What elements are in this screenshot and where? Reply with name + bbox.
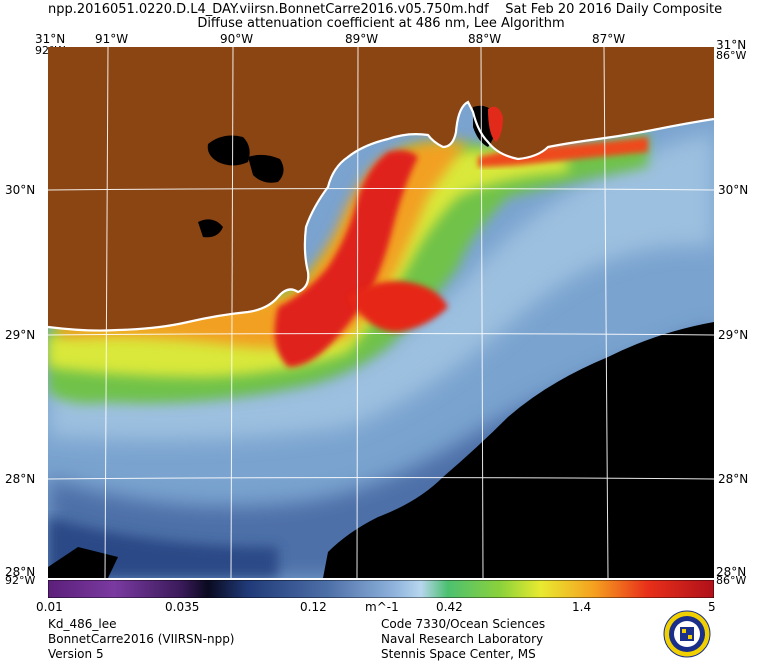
lat-label-30n-right: 30°N: [718, 183, 749, 197]
no-data-patch: [48, 547, 118, 578]
colorbar-tick-5: 5: [708, 600, 716, 614]
coastline: [48, 100, 714, 332]
corner-lat-bottom-left: 28°N: [5, 565, 36, 579]
lon-label-90w: 90°W: [220, 32, 254, 46]
footer-lab: Naval Research Laboratory: [381, 632, 544, 646]
lat-label-29n-left: 29°N: [5, 328, 36, 342]
corner-lon-top-right: 86°W: [716, 49, 747, 62]
corner-lon-bottom-left: 92°W: [5, 574, 36, 587]
footer-code: Code 7330/Ocean Sciences: [381, 617, 546, 631]
corner-lat-bottom-right: 28°N: [716, 565, 747, 579]
title-line: npp.2016051.0220.D.L4_DAY.viirsn.BonnetC…: [48, 2, 762, 17]
land-mass: [48, 47, 714, 331]
corner-lat-top-left: 31°N: [35, 32, 66, 46]
lon-label-87w: 87°W: [592, 32, 626, 46]
land-red-patch: [488, 106, 503, 142]
lat-label-30n-left: 30°N: [5, 183, 36, 197]
colorbar-tick-1: 0.035: [165, 600, 200, 614]
colorbar-gradient: [48, 580, 714, 598]
lat-label-29n-right: 29°N: [718, 328, 749, 342]
corner-lat-top-right: 31°N: [716, 38, 747, 52]
lon-label-89w: 89°W: [345, 32, 379, 46]
title-file: npp.2016051.0220.D.L4_DAY.viirsn.BonnetC…: [48, 2, 489, 17]
lat-label-28n-right: 28°N: [718, 472, 749, 486]
satellite-map: [48, 47, 714, 578]
land-nodata-1: [207, 135, 250, 166]
plume-red-core: [274, 150, 418, 367]
nrl-seal-logo: [663, 610, 711, 658]
footer-region: BonnetCarre2016 (VIIRSN-npp): [48, 632, 235, 646]
plume-red-core-2: [348, 281, 448, 332]
colorbar-unit: m^-1: [365, 600, 399, 614]
title-date: Sat Feb 20 2016 Daily Composite: [505, 2, 723, 17]
footer-location: Stennis Space Center, MS: [381, 647, 536, 661]
colorbar-tick-2: 0.12: [300, 600, 327, 614]
footer-version: Version 5: [48, 647, 104, 661]
land-nodata-4: [198, 219, 223, 238]
lon-label-88w: 88°W: [468, 32, 502, 46]
corner-lon-bottom-right: 86°W: [716, 574, 747, 587]
colorbar: [48, 580, 714, 598]
lat-label-28n-left: 28°N: [5, 472, 36, 486]
no-data-region: [323, 322, 714, 578]
colorbar-tick-3: 0.42: [436, 600, 463, 614]
colorbar-tick-0: 0.01: [36, 600, 63, 614]
graticule: [48, 47, 714, 578]
colorbar-tick-4: 1.4: [572, 600, 592, 614]
land-nodata-2: [248, 154, 284, 183]
title-product: Diffuse attenuation coefficient at 486 n…: [197, 16, 565, 31]
lon-label-91w: 91°W: [95, 32, 129, 46]
nearshore-water: [48, 132, 714, 441]
footer-product-name: Kd_486_lee: [48, 617, 117, 631]
